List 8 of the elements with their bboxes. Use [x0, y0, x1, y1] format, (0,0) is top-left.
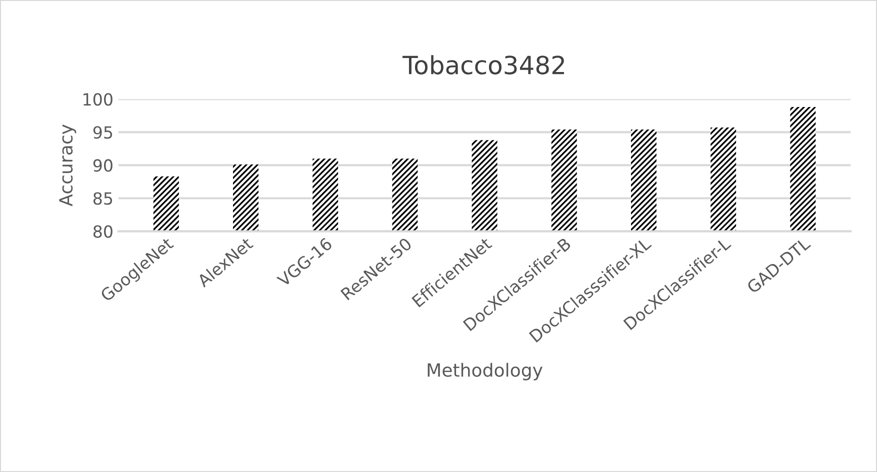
- y-tick-label: 80: [93, 225, 112, 238]
- y-axis-title: Accuracy: [59, 124, 76, 206]
- y-tick-label: 100: [84, 93, 112, 106]
- y-tick-label: 90: [93, 159, 112, 172]
- x-axis-title: Methodology: [428, 362, 542, 380]
- y-tick-label: 95: [93, 126, 112, 139]
- chart-title: Tobacco3482: [402, 55, 564, 74]
- y-tick-label: 85: [93, 192, 112, 205]
